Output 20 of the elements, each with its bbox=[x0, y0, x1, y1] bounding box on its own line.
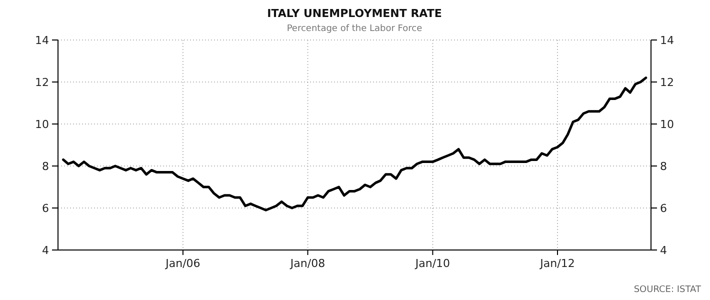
y2-tick-label: 12 bbox=[660, 76, 674, 89]
chart-subtitle: Percentage of the Labor Force bbox=[286, 24, 423, 34]
y-tick-label: 12 bbox=[35, 76, 49, 89]
y2-tick-label: 10 bbox=[660, 118, 674, 131]
y-tick-label: 10 bbox=[35, 118, 49, 131]
source-note: SOURCE: ISTAT bbox=[634, 285, 702, 295]
chart-title: ITALY UNEMPLOYMENT RATE bbox=[267, 7, 442, 20]
x-tick-label: Jan/08 bbox=[289, 257, 326, 270]
y2-tick-label: 14 bbox=[660, 34, 674, 47]
x-tick-label: Jan/06 bbox=[164, 257, 200, 270]
y-tick-label: 14 bbox=[35, 34, 49, 47]
line-series bbox=[62, 76, 648, 212]
y-tick-label: 4 bbox=[42, 244, 49, 257]
y-tick-label: 8 bbox=[42, 160, 49, 173]
y-tick-label: 6 bbox=[42, 202, 49, 215]
y2-tick-label: 6 bbox=[660, 202, 667, 215]
y2-tick-label: 4 bbox=[660, 244, 667, 257]
x-tick-label: Jan/10 bbox=[414, 257, 450, 270]
y2-tick-label: 8 bbox=[660, 160, 667, 173]
x-tick-label: Jan/12 bbox=[539, 257, 575, 270]
